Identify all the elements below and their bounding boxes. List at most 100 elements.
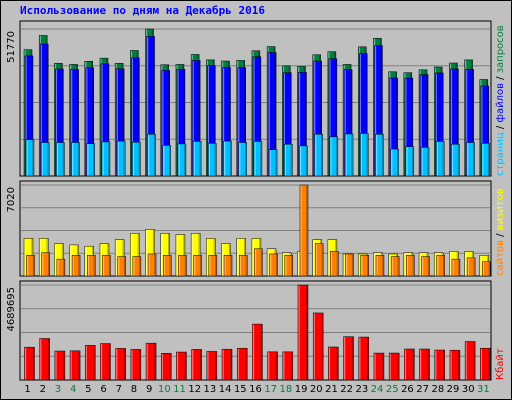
panel-bars <box>24 284 491 381</box>
bar-kbytes-day-26 <box>404 348 415 381</box>
bar-sites-day-8 <box>132 256 142 277</box>
bar-pages-day-28 <box>435 141 445 177</box>
bar-pages-day-10 <box>162 145 171 177</box>
bar-sites-day-26 <box>406 255 415 277</box>
day-label-6: 6 <box>100 384 106 395</box>
chart-panels: 51770 7020 4689695 <box>6 20 492 381</box>
y-max-label: 4689695 <box>6 287 17 332</box>
day-label-24: 24 <box>371 384 384 395</box>
bar-sites-day-9 <box>147 253 157 277</box>
panel-3: 4689695 <box>6 280 492 381</box>
day-label-23: 23 <box>355 384 368 395</box>
bar-sites-day-2 <box>41 252 50 277</box>
day-axis: 1 2 3 4 5 6 7 8 9 10 11 12 13 14 15 16 17 18 19 20 21 22 23 24 2… <box>24 384 489 395</box>
day-label-15: 15 <box>234 384 247 395</box>
bar-kbytes-day-15 <box>236 347 248 381</box>
bar-kbytes-day-14 <box>221 348 233 381</box>
bar-kbytes-day-8 <box>130 349 142 381</box>
legend-item: Кбайт <box>495 348 506 380</box>
bar-pages-day-8 <box>132 141 141 177</box>
bar-kbytes-day-29 <box>449 349 461 381</box>
panel-1: 51770 <box>6 20 492 177</box>
bar-sites-day-6 <box>102 255 111 277</box>
day-label-31: 31 <box>477 384 490 395</box>
bar-sites-day-30 <box>466 257 476 277</box>
bar-kbytes-day-10 <box>160 353 172 381</box>
panel-2: 7020 <box>6 180 492 277</box>
bar-pages-day-7 <box>116 140 126 177</box>
bar-pages-day-30 <box>466 142 475 177</box>
bar-pages-day-11 <box>177 143 187 177</box>
bar-sites-day-11 <box>178 255 187 277</box>
bar-sites-day-5 <box>87 255 96 277</box>
bar-kbytes-day-3 <box>54 350 66 381</box>
bar-kbytes-day-25 <box>388 352 400 381</box>
bar-sites-day-29 <box>451 258 461 277</box>
day-label-18: 18 <box>280 384 293 395</box>
day-label-20: 20 <box>310 384 323 395</box>
bar-pages-day-23 <box>360 133 369 177</box>
bar-pages-day-21 <box>329 136 339 177</box>
bar-kbytes-day-19 <box>297 284 309 381</box>
bar-sites-day-20 <box>314 243 324 277</box>
bar-sites-day-19 <box>299 184 309 277</box>
bar-sites-day-17 <box>269 253 278 277</box>
bar-sites-day-25 <box>390 256 400 277</box>
bar-pages-day-31 <box>481 143 491 177</box>
bar-pages-day-25 <box>390 148 399 177</box>
day-label-26: 26 <box>401 384 414 395</box>
bar-kbytes-day-24 <box>373 352 385 381</box>
y-max-label: 7020 <box>6 187 17 212</box>
bar-kbytes-day-27 <box>419 348 430 381</box>
day-label-28: 28 <box>431 384 444 395</box>
bar-kbytes-day-4 <box>69 350 81 381</box>
bar-pages-day-19 <box>299 145 308 177</box>
day-label-11: 11 <box>173 384 186 395</box>
day-label-3: 3 <box>55 384 61 395</box>
bar-kbytes-day-31 <box>480 347 491 381</box>
bar-kbytes-day-7 <box>115 348 126 381</box>
bar-kbytes-day-20 <box>312 312 324 381</box>
bar-sites-day-14 <box>223 255 233 277</box>
panel-bars <box>23 28 491 177</box>
bar-kbytes-day-23 <box>358 336 370 381</box>
bar-kbytes-day-13 <box>206 351 218 381</box>
bar-kbytes-day-18 <box>282 351 294 381</box>
bar-sites-day-12 <box>193 255 202 277</box>
bar-sites-day-24 <box>375 255 385 277</box>
bar-kbytes-day-30 <box>464 341 476 381</box>
day-label-16: 16 <box>249 384 262 395</box>
bar-pages-day-27 <box>420 147 430 177</box>
bar-kbytes-day-5 <box>85 345 96 381</box>
bar-sites-day-21 <box>330 251 339 277</box>
bar-sites-day-31 <box>482 261 491 277</box>
chart-legends: страниц / файлов / запросов сайтов / визи… <box>495 25 506 380</box>
day-label-7: 7 <box>116 384 122 395</box>
day-label-4: 4 <box>70 384 76 395</box>
bar-pages-day-29 <box>451 143 460 177</box>
bar-pages-day-26 <box>405 146 415 177</box>
day-label-22: 22 <box>340 384 353 395</box>
bar-kbytes-day-21 <box>328 346 339 381</box>
bar-pages-day-20 <box>314 134 323 177</box>
bar-kbytes-day-28 <box>434 349 445 381</box>
day-label-29: 29 <box>447 384 460 395</box>
day-label-1: 1 <box>24 384 30 395</box>
legend-panel-3: Кбайт <box>495 348 506 380</box>
bar-pages-day-2 <box>40 142 50 177</box>
legend-item: визитов <box>495 188 506 230</box>
bar-kbytes-day-12 <box>191 349 202 381</box>
legend-item: запросов <box>495 25 506 73</box>
legend-item: файлов <box>495 83 506 123</box>
bar-pages-day-22 <box>344 133 354 177</box>
legend-panel-2: сайтов / визитов <box>495 188 506 276</box>
bar-pages-day-9 <box>147 134 156 177</box>
bar-pages-day-14 <box>223 140 232 177</box>
day-label-12: 12 <box>188 384 201 395</box>
bar-pages-day-15 <box>238 142 247 177</box>
day-label-5: 5 <box>85 384 91 395</box>
bar-kbytes-day-22 <box>343 336 354 381</box>
bar-sites-day-3 <box>56 258 66 277</box>
